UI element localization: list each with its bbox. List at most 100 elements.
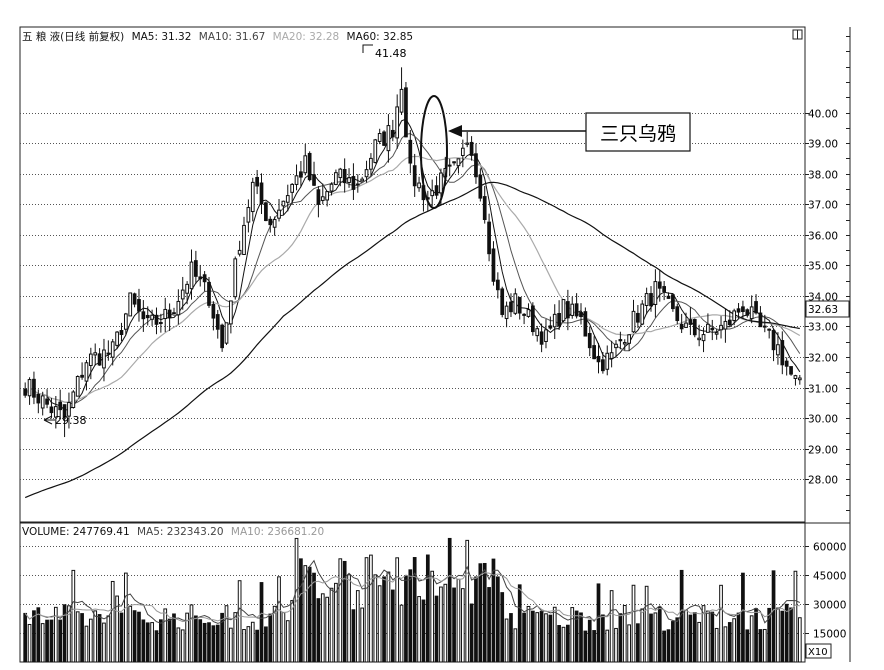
volume-bar-down: [264, 626, 268, 663]
volume-bar-down: [159, 619, 163, 663]
pattern-ellipse: [420, 95, 448, 209]
candle-up: [377, 133, 382, 142]
volume-bar-down: [351, 609, 356, 663]
volume-bar-up: [443, 583, 448, 663]
ma10-line: [24, 133, 801, 405]
volume-bar-up: [797, 617, 802, 663]
volume-bar-down: [601, 614, 605, 663]
candle-up: [622, 342, 627, 345]
volume-bar-up: [163, 608, 168, 663]
price-tick-label: 29.00: [808, 445, 838, 457]
candle-up: [224, 322, 229, 344]
candle-up: [102, 349, 106, 369]
candle-up: [320, 196, 325, 201]
candle-up: [53, 406, 58, 418]
volume-bar-down: [202, 622, 207, 663]
candle-up: [552, 313, 557, 328]
candle-up: [653, 281, 658, 305]
candle-up: [163, 308, 168, 320]
volume-bar-up: [67, 605, 71, 663]
price-gridlines: [20, 113, 805, 480]
volume-bar-down: [469, 603, 474, 663]
candle-up: [395, 106, 400, 139]
volume-bar-down: [500, 592, 505, 663]
volume-tick-label: 60000: [813, 542, 846, 554]
ma60-line: [24, 181, 800, 499]
candle-down: [299, 171, 303, 178]
candle-up: [88, 353, 93, 366]
volume-bar-down: [495, 576, 500, 663]
volume-bar-down: [167, 618, 172, 663]
volume-bar-down: [662, 630, 666, 663]
volume-bar-up: [535, 612, 540, 663]
volume-bar-up: [644, 585, 649, 663]
volume-bar-up: [237, 580, 242, 663]
candle-down: [583, 311, 588, 337]
candle-up: [417, 182, 421, 189]
volume-bar-down: [32, 610, 36, 663]
stock-name: 五 粮 液(日线 前复权): [22, 30, 124, 43]
candle-up: [185, 283, 189, 294]
ma20-legend: MA20: 32.28: [273, 31, 340, 43]
volume-bar-down: [390, 589, 395, 663]
candle-down: [548, 325, 553, 329]
candle-down: [390, 129, 395, 138]
candle-up: [614, 343, 618, 349]
volume-bar-down: [671, 621, 675, 663]
candle-up: [364, 169, 369, 178]
ma10-legend: MA10: 31.67: [199, 31, 266, 43]
volume-bar-up: [115, 595, 119, 663]
candle-down: [491, 248, 496, 282]
volume-bars: [23, 537, 802, 663]
candle-up: [776, 344, 780, 356]
volume-bar-up: [719, 584, 723, 663]
volume-header: VOLUME: 247769.41 MA5: 232343.20 MA10: 2…: [22, 526, 324, 538]
candle-up: [456, 158, 461, 167]
price-tick-label: 38.00: [808, 170, 838, 182]
volume-bar-up: [242, 629, 246, 663]
candle-down: [758, 312, 763, 328]
candle-up: [150, 314, 154, 320]
volume-bar-down: [408, 569, 413, 663]
candle-up: [115, 331, 119, 346]
volume-bar-down: [478, 563, 483, 663]
candle-up: [93, 352, 98, 356]
volume-bar-up: [329, 587, 334, 663]
volume-bar-up: [93, 610, 98, 663]
volume-bar-up: [338, 558, 343, 663]
candle-up: [609, 352, 614, 359]
volume-bar-down: [36, 607, 41, 663]
volume-bar-down: [255, 629, 259, 663]
candle-down: [452, 161, 456, 164]
candle-up: [40, 395, 45, 409]
price-tick-label: 33.00: [808, 322, 838, 334]
candle-down: [259, 182, 264, 205]
volume-ma5-legend: MA5: 232343.20: [137, 526, 224, 538]
volume-bar-down: [141, 619, 146, 663]
price-tick-label: 36.00: [808, 231, 838, 243]
candle-up: [386, 125, 391, 152]
volume-bar-down: [666, 629, 671, 663]
volume-bar-down: [592, 630, 596, 663]
candle-down: [32, 378, 36, 398]
volume-bar-down: [119, 612, 124, 663]
volume-bar-up: [701, 605, 706, 663]
candle-up: [399, 88, 404, 113]
volume-bar-down: [382, 576, 386, 663]
volume-bar-up: [229, 627, 233, 663]
candle-up: [290, 183, 295, 193]
candle-up: [233, 258, 238, 298]
candle-down: [172, 312, 176, 315]
volume-bar-up: [561, 626, 566, 663]
high-label: 41.48: [375, 47, 407, 60]
candle-down: [268, 218, 273, 226]
candle-down: [745, 309, 750, 316]
volume-bar-up: [706, 610, 710, 663]
volume-ma10-legend: MA10: 236681.20: [231, 526, 324, 538]
price-tick-label: 28.00: [808, 475, 838, 487]
candle-down: [482, 196, 487, 220]
candlesticks: [23, 67, 802, 438]
candle-down: [478, 174, 483, 199]
candle-down: [45, 398, 49, 405]
candle-down: [408, 139, 413, 164]
